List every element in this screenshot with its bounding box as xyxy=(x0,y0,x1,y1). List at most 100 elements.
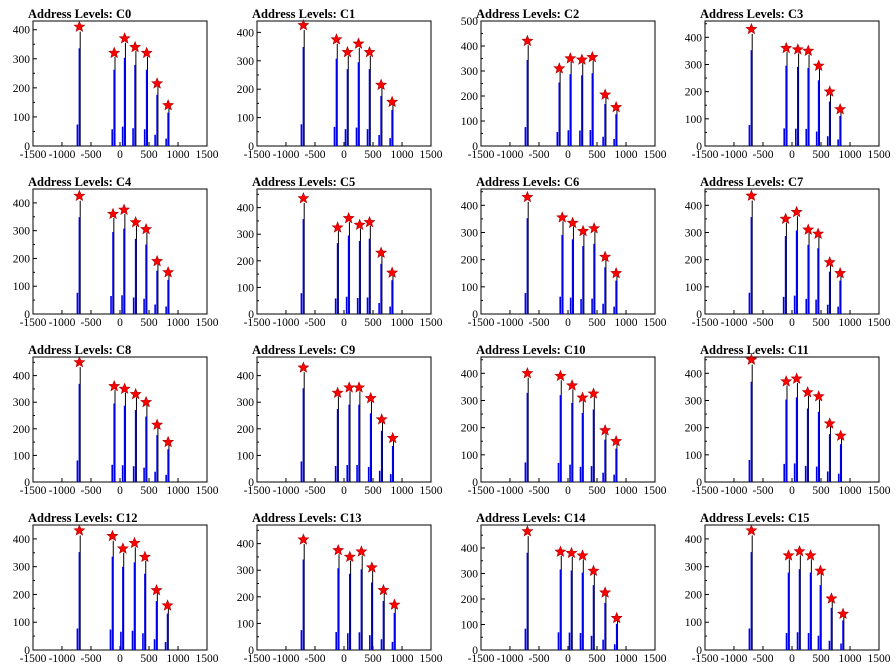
x-tick-label: 0 xyxy=(789,485,795,497)
chart-svg: Address Levels: C3 0 100 200 300 400 -1500 -100… xyxy=(685,7,891,161)
chart-svg: Address Levels: C0 0 100 200 300 400 -1500 -100… xyxy=(13,7,219,161)
chart-title: Address Levels: C4 xyxy=(28,175,132,189)
y-tick-label: 0 xyxy=(472,309,478,321)
x-tick-label: -1000 xyxy=(721,653,748,665)
peak-marker xyxy=(129,40,142,53)
chart-title: Address Levels: C8 xyxy=(28,343,131,357)
x-tick-label: -1000 xyxy=(497,149,524,161)
peak-marker xyxy=(779,212,792,224)
peak-marker xyxy=(363,45,376,58)
peak-marker xyxy=(353,218,366,231)
peak-marker xyxy=(791,43,804,55)
y-tick-label: 100 xyxy=(685,282,703,294)
x-tick-label: -1500 xyxy=(20,317,47,329)
y-tick-label: 500 xyxy=(461,16,479,28)
x-tick-label: 500 xyxy=(588,317,606,329)
x-tick-label: 0 xyxy=(789,149,795,161)
y-tick-label: 100 xyxy=(13,617,31,629)
y-tick-label: 400 xyxy=(237,203,255,215)
y-tick-label: 300 xyxy=(461,66,479,78)
peak-marker xyxy=(129,387,142,400)
y-tick-label: 100 xyxy=(461,450,479,462)
chart-title: Address Levels: C5 xyxy=(252,175,355,189)
x-tick-label: -1500 xyxy=(468,149,495,161)
peak-marker xyxy=(108,46,121,59)
y-tick-label: 400 xyxy=(237,539,255,551)
x-tick-label: 1500 xyxy=(868,485,891,497)
y-tick-label: 0 xyxy=(248,645,254,657)
peak-marker xyxy=(610,266,623,279)
y-tick-label: 400 xyxy=(13,25,31,37)
y-tick-label: 0 xyxy=(24,645,30,657)
x-tick-label: -500 xyxy=(80,485,101,497)
y-tick-label: 0 xyxy=(24,309,30,321)
peak-marker xyxy=(834,429,847,441)
x-tick-label: -1500 xyxy=(244,317,271,329)
x-tick-label: 1500 xyxy=(420,149,443,161)
peak-marker xyxy=(140,46,153,59)
x-tick-label: 0 xyxy=(789,317,795,329)
plot-frame xyxy=(704,20,880,147)
x-tick-label: -1500 xyxy=(692,653,719,665)
peak-marker xyxy=(116,542,129,554)
chart-svg: Address Levels: C12 0 100 200 300 400 -1500 -10… xyxy=(13,511,219,665)
peak-marker xyxy=(343,550,356,563)
x-tick-label: -1000 xyxy=(49,653,76,665)
plot-frame xyxy=(256,356,432,483)
plot-frame xyxy=(480,356,656,483)
x-tick-label: -1500 xyxy=(244,653,271,665)
y-tick-label: 400 xyxy=(461,41,479,53)
y-tick-label: 400 xyxy=(685,200,703,212)
x-tick-label: -1500 xyxy=(692,317,719,329)
peak-marker xyxy=(140,222,153,235)
chart-svg: Address Levels: C6 0 100 200 300 400 -1500 -100… xyxy=(461,175,667,329)
peak-marker xyxy=(73,189,86,202)
peak-marker xyxy=(107,207,120,220)
peak-marker xyxy=(297,361,310,373)
chart-panel: Address Levels: C12 0 100 200 300 400 -1500 -10… xyxy=(0,504,224,672)
peak-marker xyxy=(801,386,814,398)
y-tick-label: 0 xyxy=(248,309,254,321)
chart-panel: Address Levels: C13 0 100 200 300 400 -1500 -10… xyxy=(224,504,448,672)
chart-title: Address Levels: C6 xyxy=(476,175,579,189)
y-tick-label: 200 xyxy=(13,83,31,95)
chart-title: Address Levels: C14 xyxy=(476,511,586,525)
x-tick-label: 500 xyxy=(364,317,382,329)
x-tick-label: 0 xyxy=(341,485,347,497)
y-tick-label: 300 xyxy=(685,562,703,574)
peak-marker xyxy=(353,381,366,393)
chart-title: Address Levels: C15 xyxy=(700,511,810,525)
peak-marker xyxy=(140,395,153,408)
x-tick-label: -1000 xyxy=(273,149,300,161)
y-tick-label: 100 xyxy=(13,112,31,124)
y-tick-label: 400 xyxy=(685,368,703,380)
peak-marker xyxy=(812,227,825,239)
y-tick-label: 400 xyxy=(13,198,31,210)
plot-frame xyxy=(704,524,880,651)
peak-marker xyxy=(365,561,378,573)
peak-marker xyxy=(812,59,825,71)
chart-title: Address Levels: C2 xyxy=(476,7,579,21)
x-tick-label: 1000 xyxy=(391,653,414,665)
peak-marker xyxy=(804,549,817,561)
chart-title: Address Levels: C9 xyxy=(252,343,355,357)
chart-panel: Address Levels: C14 0 100 200 300 400 -1500 -10… xyxy=(448,504,672,672)
chart-title: Address Levels: C3 xyxy=(700,7,803,21)
x-tick-label: 0 xyxy=(117,485,123,497)
plot-frame xyxy=(480,20,656,147)
x-tick-label: 0 xyxy=(341,317,347,329)
x-tick-label: 500 xyxy=(364,485,382,497)
x-tick-label: 1000 xyxy=(615,485,638,497)
x-tick-label: -1000 xyxy=(497,653,524,665)
x-tick-label: 1500 xyxy=(644,653,667,665)
x-tick-label: 1000 xyxy=(391,485,414,497)
peak-marker xyxy=(375,78,388,91)
x-tick-label: 1000 xyxy=(615,317,638,329)
x-tick-label: 1500 xyxy=(420,485,443,497)
y-tick-label: 100 xyxy=(685,617,703,629)
y-tick-label: 0 xyxy=(472,141,478,153)
x-tick-label: 0 xyxy=(341,149,347,161)
plot-frame xyxy=(256,20,432,147)
x-tick-label: -1000 xyxy=(49,485,76,497)
peak-marker xyxy=(151,77,164,89)
